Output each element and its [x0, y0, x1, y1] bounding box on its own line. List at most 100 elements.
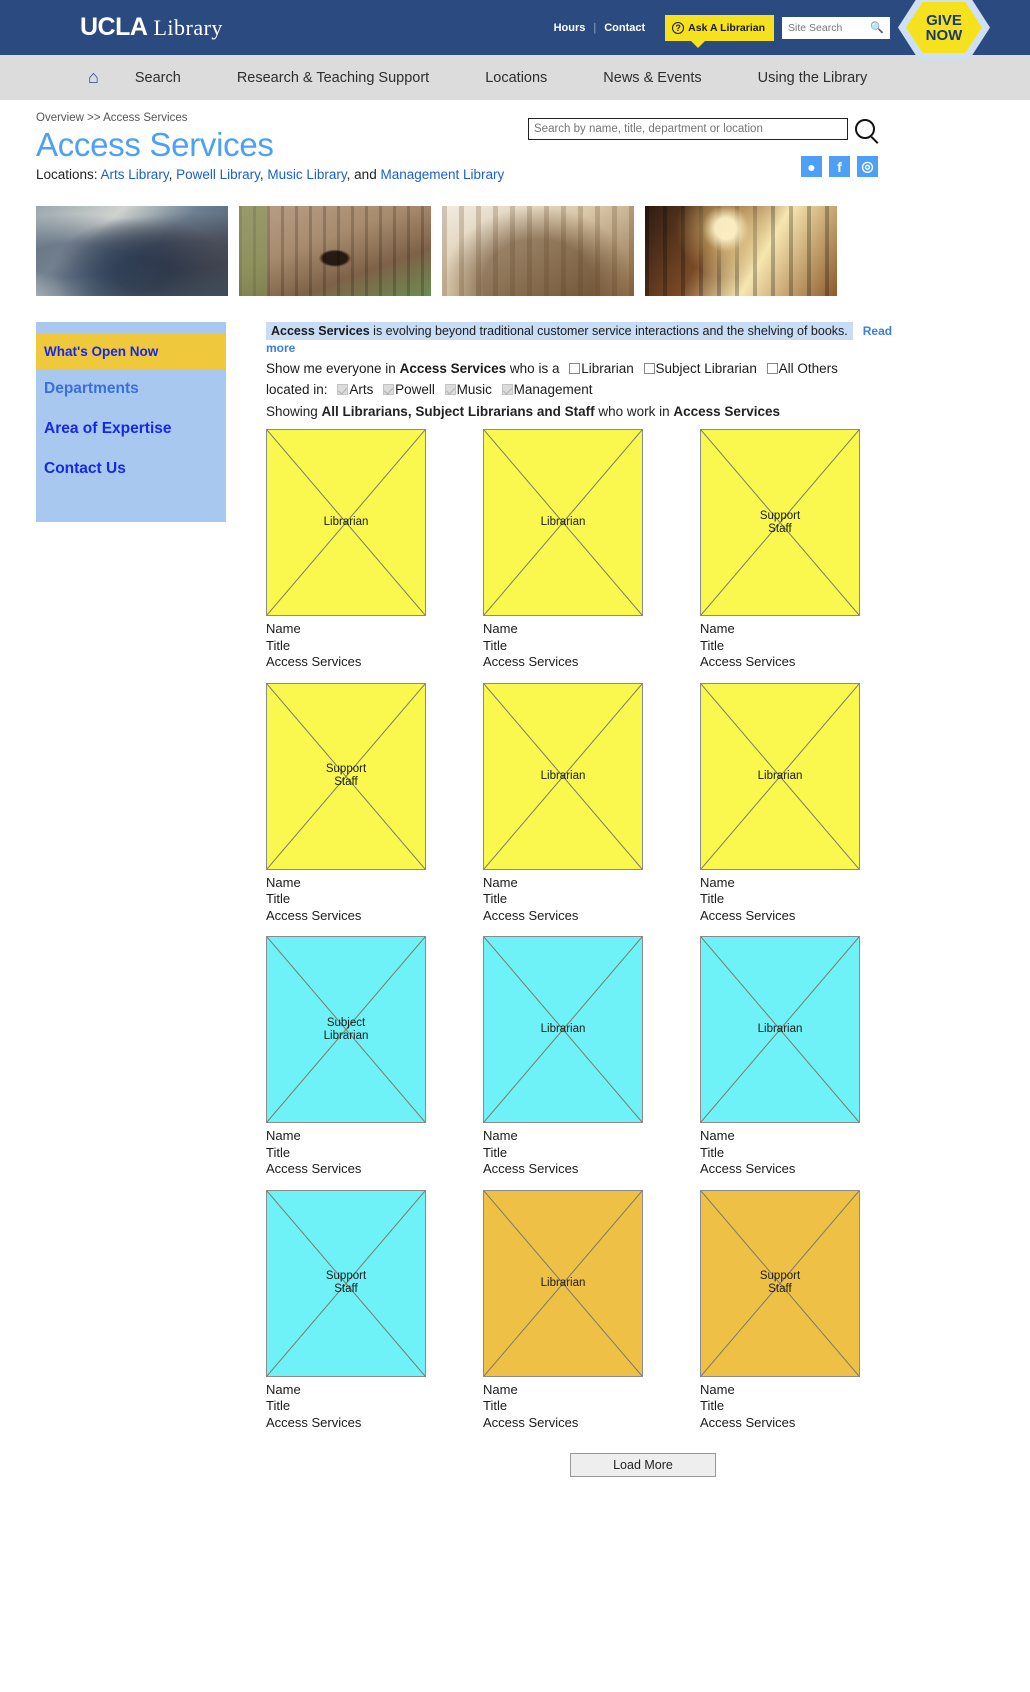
person-card[interactable]: Librarian Name Title Access Services	[700, 682, 860, 925]
twitter-icon[interactable]: ●	[801, 156, 822, 177]
person-card[interactable]: Support Staff Name Title Access Services	[266, 682, 426, 925]
person-card[interactable]: Librarian Name Title Access Services	[483, 682, 643, 925]
sidebar-item-contact-us[interactable]: Contact Us	[36, 449, 226, 489]
person-card[interactable]: Librarian Name Title Access Services	[483, 1189, 643, 1432]
person-card[interactable]: Support Staff Name Title Access Services	[700, 1189, 860, 1432]
nav-item-using-the-library[interactable]: Using the Library	[757, 69, 868, 86]
ucla-library-logo[interactable]: UCLA Library	[80, 13, 223, 42]
hours-link[interactable]: Hours	[553, 21, 586, 34]
sidebar-item-departments[interactable]: Departments	[36, 369, 226, 409]
main-content: Access Services is evolving beyond tradi…	[226, 322, 1030, 1477]
placeholder-cross-icon	[701, 937, 859, 1122]
search-icon[interactable]	[855, 119, 875, 139]
read-more-link[interactable]: Read more	[266, 324, 893, 355]
site-header: UCLA Library Hours | Contact ? Ask A Libr…	[0, 0, 1030, 59]
person-role-label: Librarian	[540, 1023, 586, 1035]
instagram-icon[interactable]: ◎	[857, 156, 878, 177]
filter-line1-prefix: Show me everyone in	[266, 361, 400, 376]
person-card[interactable]: Support Staff Name Title Access Services	[700, 429, 860, 671]
placeholder-cross-icon	[701, 1190, 859, 1376]
person-photo-placeholder[interactable]: Support Staff	[700, 429, 860, 616]
person-photo-placeholder[interactable]: Support Staff	[266, 1189, 426, 1377]
placeholder-cross-icon	[267, 430, 425, 615]
filter-line1-mid: who is a	[506, 361, 560, 376]
person-meta: Name Title Access Services	[483, 621, 643, 671]
person-title: Title	[266, 637, 291, 653]
banner-reading-room-sunlight	[645, 206, 837, 296]
person-department: Access Services	[266, 907, 362, 923]
give-now-button[interactable]: GIVE NOW	[898, 0, 990, 59]
sidebar-item-whats-open-now[interactable]: What's Open Now	[36, 334, 226, 369]
checkbox-arts[interactable]	[337, 384, 349, 395]
filter-line1-department: Access Services	[399, 361, 507, 376]
breadcrumb: Overview >> Access Services	[36, 112, 188, 124]
checkbox-librarian[interactable]	[569, 363, 581, 374]
person-card[interactable]: Librarian Name Title Access Services	[483, 429, 643, 671]
person-photo-placeholder[interactable]: Librarian	[483, 936, 643, 1123]
sidebar-item-label: Contact Us	[44, 460, 126, 477]
person-photo-placeholder[interactable]: Librarian	[483, 682, 643, 870]
location-link-arts[interactable]: Arts Library	[100, 167, 169, 182]
person-card[interactable]: Librarian Name Title Access Services	[483, 936, 643, 1178]
location-link-music[interactable]: Music Library	[267, 167, 347, 182]
person-department: Access Services	[266, 1414, 362, 1430]
sidebar-spacer	[36, 322, 226, 334]
person-photo-placeholder[interactable]: Librarian	[483, 1189, 643, 1377]
person-photo-placeholder[interactable]: Librarian	[700, 936, 860, 1123]
checkbox-all-others[interactable]	[766, 363, 778, 374]
placeholder-cross-icon	[267, 937, 425, 1122]
site-search-input[interactable]: Site Search 🔍	[782, 16, 890, 39]
person-card[interactable]: Subject Librarian Name Title Access Service…	[266, 936, 426, 1178]
placeholder-cross-icon	[701, 430, 859, 615]
give-line-2: NOW	[925, 26, 963, 44]
search-icon[interactable]: 🔍	[870, 22, 884, 34]
location-link-powell[interactable]: Powell Library	[176, 167, 260, 182]
sidebar-item-label: What's Open Now	[44, 344, 159, 359]
nav-item-locations[interactable]: Locations	[485, 69, 548, 86]
person-meta: Name Title Access Services	[700, 1382, 860, 1432]
social-links: ● f ◎	[801, 156, 878, 177]
person-card[interactable]: Support Staff Name Title Access Services	[266, 1189, 426, 1432]
person-photo-placeholder[interactable]: Librarian	[266, 429, 426, 616]
person-role-label: Librarian	[323, 516, 369, 528]
person-department: Access Services	[700, 907, 796, 923]
person-card[interactable]: Librarian Name Title Access Services	[700, 936, 860, 1178]
question-mark-circle-icon: ?	[672, 21, 685, 34]
checkbox-subject-librarian[interactable]	[643, 363, 655, 374]
person-role-label: Support Staff	[759, 509, 801, 535]
promo-banner: Access Services is evolving beyond tradi…	[266, 322, 853, 340]
home-icon[interactable]: ⌂	[88, 67, 99, 87]
person-photo-placeholder[interactable]: Librarian	[483, 429, 643, 616]
person-photo-placeholder[interactable]: Support Staff	[700, 1189, 860, 1377]
person-photo-placeholder[interactable]: Support Staff	[266, 682, 426, 870]
load-more-button[interactable]: Load More	[570, 1453, 716, 1477]
checkbox-label-music: Music	[456, 382, 492, 397]
person-title: Title	[700, 637, 725, 653]
promo-rest: is evolving beyond traditional customer …	[369, 324, 848, 338]
person-role-label: Librarian	[757, 769, 803, 782]
nav-item-search[interactable]: Search	[134, 69, 181, 86]
person-role-label: Librarian	[540, 769, 586, 782]
sidebar-item-area-of-expertise[interactable]: Area of Expertise	[36, 409, 226, 449]
locations-line: Locations: Arts Library, Powell Library,…	[36, 167, 1030, 182]
person-card[interactable]: Librarian Name Title Access Services	[266, 429, 426, 671]
person-title: Title	[700, 891, 725, 906]
person-meta: Name Title Access Services	[266, 875, 426, 925]
ask-a-librarian-button[interactable]: ? Ask A Librarian	[665, 14, 774, 48]
checkbox-management[interactable]	[501, 384, 513, 395]
checkbox-powell[interactable]	[383, 384, 395, 395]
location-link-management[interactable]: Management Library	[380, 167, 505, 182]
nav-item-news-events[interactable]: News & Events	[603, 69, 702, 86]
banner-reading-room	[442, 206, 634, 296]
logo-library-text: Library	[153, 15, 223, 40]
person-photo-placeholder[interactable]: Subject Librarian	[266, 936, 426, 1123]
search-input[interactable]	[528, 118, 848, 140]
locations-sep-2: ,	[259, 167, 268, 182]
placeholder-cross-icon	[267, 1190, 425, 1376]
checkbox-music[interactable]	[444, 384, 456, 395]
nav-item-research-teaching-support[interactable]: Research & Teaching Support	[236, 69, 430, 86]
person-photo-placeholder[interactable]: Librarian	[700, 682, 860, 870]
facebook-icon[interactable]: f	[829, 156, 850, 177]
contact-link[interactable]: Contact	[604, 21, 646, 34]
person-department: Access Services	[483, 907, 579, 923]
